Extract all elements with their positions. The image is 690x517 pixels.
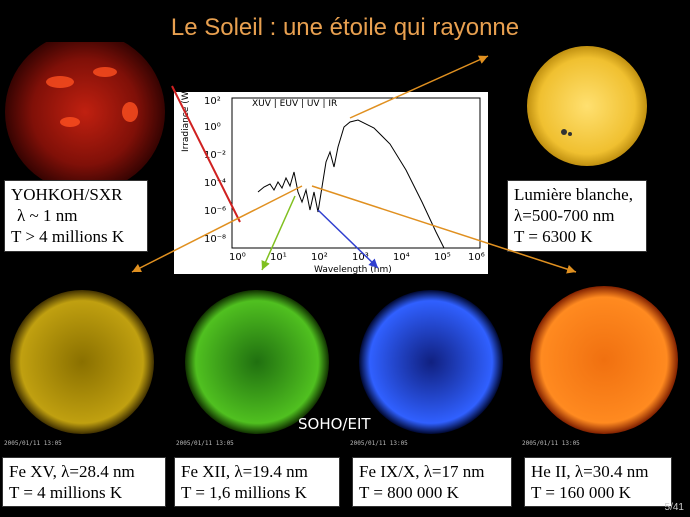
y-tick: 10⁻⁶ (204, 206, 226, 217)
x-tick: 10⁶ (468, 252, 485, 263)
x-tick: 10¹ (270, 252, 287, 263)
x-axis-label: Wavelength (nm) (314, 265, 392, 274)
y-ticks: 10² 10⁰ 10⁻² 10⁻⁴ 10⁻⁶ 10⁻⁸ (204, 96, 226, 245)
x-tick: 10³ (352, 252, 369, 263)
x-tick: 10⁴ (393, 252, 410, 263)
arrow-red (171, 85, 241, 223)
arrow-to-white-light (349, 55, 489, 119)
y-axis-label: Irradiance (W m⁻² nm⁻¹) (181, 92, 191, 152)
arrow-to-he2 (311, 185, 577, 274)
page-title: Le Soleil : une étoile qui rayonne (170, 14, 520, 41)
fe9-sun-image (346, 280, 516, 450)
y-tick: 10⁻⁸ (204, 234, 226, 245)
fe15-label: Fe XV, λ=28.4 nm T = 4 millions K (2, 457, 166, 507)
timestamp: 2005/01/11 13:05 (4, 440, 62, 447)
white-light-sun-image (512, 44, 662, 172)
spectrum-plot: XUV | EUV | UV | IR Irradiance (W m⁻² nm… (174, 42, 488, 275)
fe12-sun-image (172, 280, 342, 450)
x-tick: 10⁰ (229, 252, 246, 263)
band-labels: XUV | EUV | UV | IR (252, 99, 337, 109)
fe12-label: Fe XII, λ=19.4 nm T = 1,6 millions K (174, 457, 340, 507)
white-light-label: Lumière blanche, λ=500-700 nm T = 6300 K (507, 180, 647, 252)
arrow-to-fe9 (317, 209, 379, 269)
page-number: 5/41 (664, 502, 684, 513)
he2-sun-image (518, 274, 690, 450)
y-tick: 10⁻² (204, 150, 226, 161)
yohkoh-label: YOHKOH/SXR λ ~ 1 nm T > 4 millions K (4, 180, 148, 252)
x-tick: 10⁵ (434, 252, 451, 263)
y-tick: 10⁻⁴ (204, 178, 226, 189)
fe9-label: Fe IX/X, λ=17 nm T = 800 000 K (352, 457, 512, 507)
y-tick: 10² (204, 96, 221, 107)
x-tick: 10² (311, 252, 328, 263)
timestamp: 2005/01/11 13:05 (176, 440, 234, 447)
fe15-sun-image (0, 280, 168, 450)
arrow-to-fe15 (131, 185, 303, 273)
x-ticks: 10⁰ 10¹ 10² 10³ 10⁴ 10⁵ 10⁶ (229, 252, 485, 263)
timestamp: 2005/01/11 13:05 (522, 440, 580, 447)
yohkoh-sun-image (0, 42, 170, 182)
y-tick: 10⁰ (204, 122, 221, 133)
soho-eit-label: SOHO/EIT (298, 415, 371, 433)
spectrum-curve (257, 119, 445, 249)
timestamp: 2005/01/11 13:05 (350, 440, 408, 447)
arrow-to-fe12 (261, 195, 296, 271)
he2-label: He II, λ=30.4 nm T = 160 000 K (524, 457, 672, 507)
